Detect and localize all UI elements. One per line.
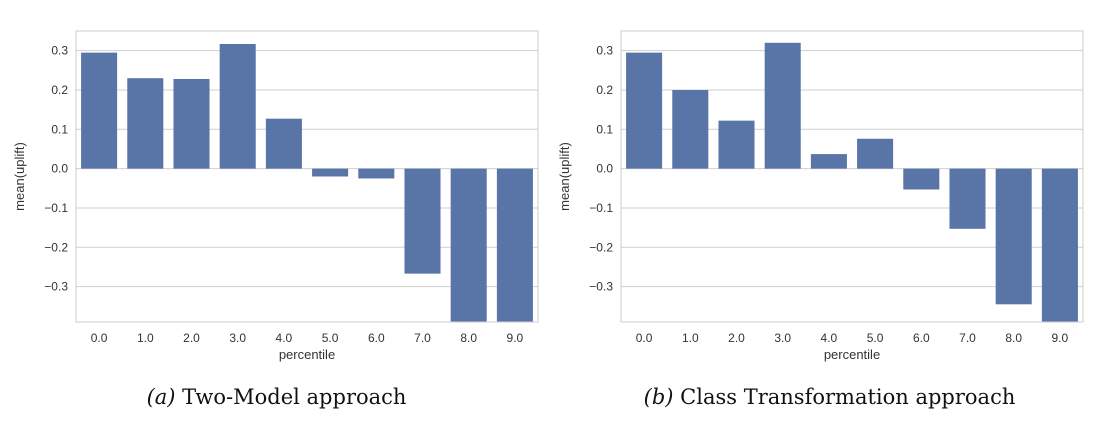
caption-b-text: Class Transformation approach [680, 385, 1016, 409]
bar-9 [1041, 168, 1078, 322]
y-tick-label: −0.3 [44, 280, 68, 294]
y-tick-label: −0.1 [44, 201, 68, 215]
bar-2 [173, 78, 210, 169]
bar-5 [312, 168, 349, 177]
bar-3 [764, 42, 801, 169]
chart-panel-b: 0.3 0.2 0.1 0.0 −0.1 −0.2 −0.3 0.0 1.0 2.0 3.0 4.0 5… [553, 0, 1106, 437]
x-tick-label: 1.0 [137, 331, 154, 345]
y-tick-label: −0.2 [589, 240, 613, 254]
y-tick-label: 0.2 [596, 83, 613, 97]
caption-a-letter: (a) [146, 385, 176, 409]
bar-5 [857, 138, 894, 169]
x-axis-label: percentile [279, 347, 335, 362]
x-tick-label: 0.0 [636, 331, 653, 345]
bar-4 [810, 154, 847, 169]
bar-0 [626, 52, 663, 169]
y-tick-label: 0.1 [596, 122, 613, 136]
caption-a-text: Two-Model approach [182, 385, 407, 409]
bar-7 [404, 168, 441, 274]
x-tick-label: 6.0 [913, 331, 930, 345]
bar-8 [450, 168, 487, 322]
bar-2 [718, 120, 755, 169]
bar-8 [995, 168, 1032, 305]
x-tick-label: 8.0 [460, 331, 477, 345]
x-tick-label: 0.0 [91, 331, 108, 345]
y-tick-label: 0.3 [51, 44, 68, 58]
y-tick-label: 0.1 [51, 122, 68, 136]
y-tick-label: 0.0 [51, 162, 68, 176]
bar-chart-a: 0.3 0.2 0.1 0.0 −0.1 −0.2 −0.3 0.0 1.0 2.0 3.0 4.0 5… [12, 30, 539, 362]
x-tick-label: 3.0 [774, 331, 791, 345]
chart-panel-a: 0.3 0.2 0.1 0.0 −0.1 −0.2 −0.3 0.0 1.0 2.0 3.0 4.0 5… [0, 30, 553, 409]
bar-7 [949, 168, 986, 229]
bar-6 [903, 168, 940, 190]
x-tick-label: 5.0 [867, 331, 884, 345]
x-tick-label: 7.0 [414, 331, 431, 345]
bar-1 [127, 78, 164, 169]
caption-b-letter: (b) [643, 385, 674, 409]
y-axis-label: mean(uplift) [12, 142, 27, 211]
x-tick-label: 6.0 [368, 331, 385, 345]
x-tick-label: 7.0 [959, 331, 976, 345]
x-tick-label: 3.0 [229, 331, 246, 345]
y-tick-label: 0.3 [596, 44, 613, 58]
x-tick-label: 8.0 [1005, 331, 1022, 345]
x-tick-label: 2.0 [183, 331, 200, 345]
y-axis-label: mean(uplift) [557, 142, 572, 211]
x-tick-label: 4.0 [821, 331, 838, 345]
caption-b: (b) Class Transformation approach [553, 385, 1106, 409]
x-tick-label: 5.0 [322, 331, 339, 345]
y-tick-label: −0.2 [44, 240, 68, 254]
x-tick-label: 2.0 [728, 331, 745, 345]
caption-a: (a) Two-Model approach [0, 385, 553, 409]
x-tick-label: 4.0 [276, 331, 293, 345]
plot-frame [620, 30, 1084, 323]
bar-9 [496, 168, 533, 322]
x-axis-label: percentile [824, 347, 880, 362]
y-tick-label: −0.1 [589, 201, 613, 215]
x-tick-label: 1.0 [682, 331, 699, 345]
bar-chart-b: 0.3 0.2 0.1 0.0 −0.1 −0.2 −0.3 0.0 1.0 2.0 3.0 4.0 5… [557, 30, 1084, 362]
bar-3 [219, 43, 256, 169]
y-tick-label: 0.2 [51, 83, 68, 97]
bar-0 [81, 52, 118, 169]
plot-frame [75, 30, 539, 323]
x-tick-label: 9.0 [1052, 331, 1069, 345]
y-tick-label: 0.0 [596, 162, 613, 176]
bar-6 [358, 168, 395, 179]
x-tick-label: 9.0 [507, 331, 524, 345]
bar-1 [672, 89, 709, 169]
bar-4 [265, 118, 302, 169]
y-tick-label: −0.3 [589, 280, 613, 294]
